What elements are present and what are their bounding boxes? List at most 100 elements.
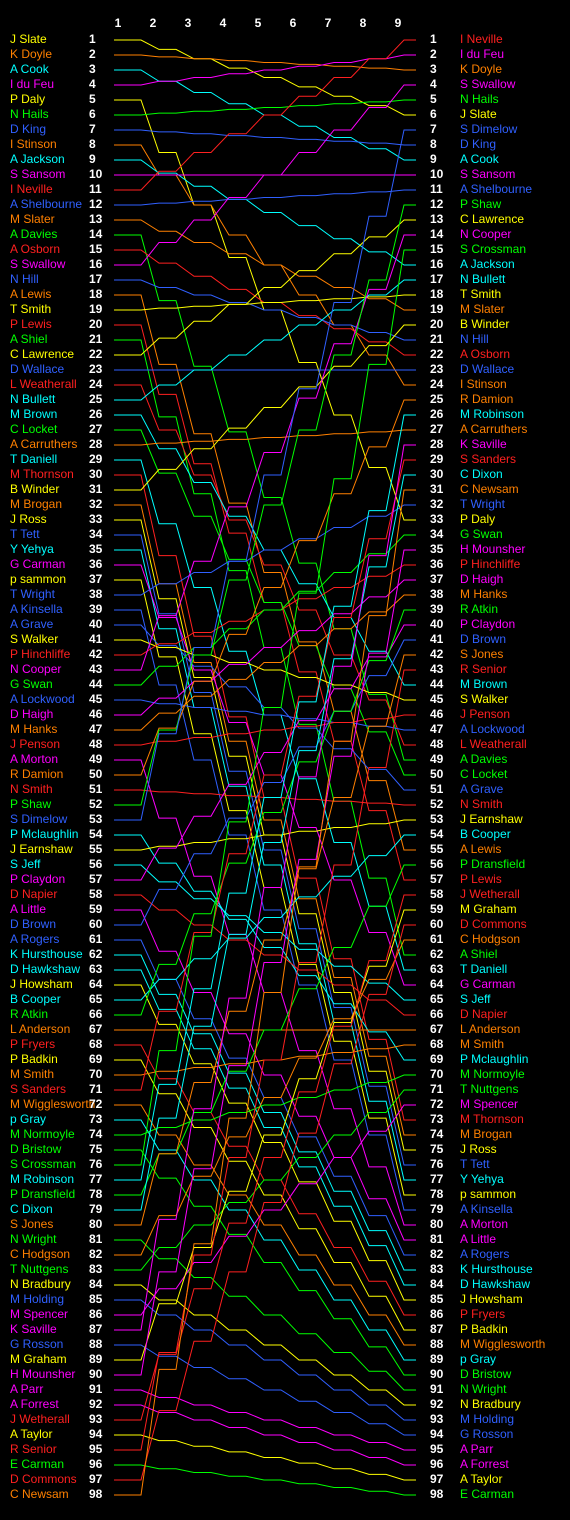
- rank-line: [114, 669, 416, 1451]
- rank-line: [114, 279, 416, 401]
- final-rank-label: 34: [430, 527, 444, 541]
- final-name-label: K Doyle: [460, 62, 502, 76]
- rank-line: [114, 1104, 416, 1316]
- final-rank-label: 5: [430, 92, 437, 106]
- start-name-label: R Senior: [10, 1442, 57, 1456]
- final-name-label: N Bradbury: [460, 1397, 521, 1411]
- start-rank-label: 53: [89, 812, 103, 826]
- start-rank-label: 20: [89, 317, 103, 331]
- round-label-6: 6: [290, 16, 297, 30]
- start-rank-label: 90: [89, 1367, 103, 1381]
- start-name-label: D Commons: [10, 1472, 77, 1486]
- start-rank-label: 10: [89, 167, 103, 181]
- start-name-label: S Sanders: [10, 1082, 66, 1096]
- final-name-label: M Brogan: [460, 1127, 512, 1141]
- start-rank-label: 73: [89, 1112, 103, 1126]
- start-name-label: J Penson: [10, 737, 60, 751]
- final-name-label: B Winder: [460, 317, 509, 331]
- rank-line: [114, 864, 416, 1001]
- rank-line: [114, 924, 416, 1481]
- start-rank-label: 89: [89, 1352, 103, 1366]
- final-rank-label: 1: [430, 32, 437, 46]
- rank-line: [114, 624, 416, 881]
- start-name-label: S Dimelow: [10, 812, 68, 826]
- start-name-label: K Doyle: [10, 47, 52, 61]
- final-name-label: S Sanders: [460, 452, 516, 466]
- start-rank-label: 52: [89, 797, 103, 811]
- final-name-label: M Wigglesworth: [460, 1337, 545, 1351]
- rank-line: [114, 639, 416, 926]
- rank-line: [114, 204, 416, 806]
- final-name-label: A Parr: [460, 1442, 493, 1456]
- start-name-label: J Howsham: [10, 977, 73, 991]
- start-name-label: R Atkin: [10, 1007, 48, 1021]
- rank-line: [114, 1434, 416, 1481]
- start-rank-label: 77: [89, 1172, 103, 1186]
- final-rank-label: 45: [430, 692, 444, 706]
- start-name-label: S Sansom: [10, 167, 65, 181]
- start-name-label: P Claydon: [10, 872, 65, 886]
- final-rank-label: 39: [430, 602, 444, 616]
- start-rank-label: 88: [89, 1337, 103, 1351]
- rank-line: [114, 1284, 416, 1406]
- start-name-label: A Jackson: [10, 152, 65, 166]
- rank-line: [114, 819, 416, 851]
- start-name-label: K Saville: [10, 1322, 57, 1336]
- start-name-label: P Lewis: [10, 317, 52, 331]
- start-name-label: D Haigh: [10, 707, 53, 721]
- start-rank-label: 33: [89, 512, 103, 526]
- start-rank-label: 84: [89, 1277, 103, 1291]
- final-name-label: J Wetherall: [460, 887, 520, 901]
- final-rank-label: 98: [430, 1487, 444, 1501]
- start-rank-label: 26: [89, 407, 103, 421]
- rank-line: [114, 54, 416, 86]
- start-name-label: A Lockwood: [10, 692, 75, 706]
- final-name-label: G Carman: [460, 977, 515, 991]
- final-name-label: D Brown: [460, 632, 506, 646]
- rank-line: [114, 279, 416, 341]
- start-rank-label: 31: [89, 482, 103, 496]
- start-name-label: D Wallace: [10, 362, 65, 376]
- start-rank-label: 25: [89, 392, 103, 406]
- final-name-label: K Hursthouse: [460, 1262, 533, 1276]
- rank-line: [114, 294, 416, 851]
- final-name-label: A Morton: [460, 1217, 508, 1231]
- start-name-label: H Mounsher: [10, 1367, 75, 1381]
- final-name-label: A Kinsella: [460, 1202, 513, 1216]
- start-rank-label: 29: [89, 452, 103, 466]
- final-name-label: R Damion: [460, 392, 513, 406]
- start-name-label: P Hinchliffe: [10, 647, 71, 661]
- rank-line: [114, 1149, 416, 1376]
- final-rank-label: 7: [430, 122, 437, 136]
- start-name-label: J Earnshaw: [10, 842, 73, 856]
- final-name-label: L Anderson: [460, 1022, 520, 1036]
- start-rank-label: 78: [89, 1187, 103, 1201]
- rank-line: [114, 609, 416, 1211]
- start-name-label: G Rosson: [10, 1337, 63, 1351]
- rank-line: [114, 234, 416, 671]
- start-rank-label: 65: [89, 992, 103, 1006]
- final-rank-label: 10: [430, 167, 444, 181]
- rank-line: [114, 504, 416, 1136]
- start-name-label: A Rogers: [10, 932, 59, 946]
- start-name-label: M Brown: [10, 407, 57, 421]
- start-name-label: N Wright: [10, 1232, 57, 1246]
- final-rank-label: 89: [430, 1352, 444, 1366]
- start-rank-label: 49: [89, 752, 103, 766]
- final-name-label: C Locket: [460, 767, 508, 781]
- start-name-label: J Wetherall: [10, 1412, 70, 1426]
- start-name-label: P Dransfield: [10, 1187, 75, 1201]
- rank-line: [114, 1119, 416, 1361]
- start-name-label: T Tett: [10, 527, 40, 541]
- start-rank-label: 3: [89, 62, 96, 76]
- rank-line: [114, 99, 416, 116]
- round-label-7: 7: [325, 16, 332, 30]
- rank-line: [114, 909, 416, 1361]
- start-name-label: M Brogan: [10, 497, 62, 511]
- start-rank-label: 22: [89, 347, 103, 361]
- start-name-label: C Dixon: [10, 1202, 53, 1216]
- start-name-label: S Jones: [10, 1217, 53, 1231]
- start-rank-label: 69: [89, 1052, 103, 1066]
- final-name-label: T Nuttgens: [460, 1082, 518, 1096]
- start-rank-label: 19: [89, 302, 103, 316]
